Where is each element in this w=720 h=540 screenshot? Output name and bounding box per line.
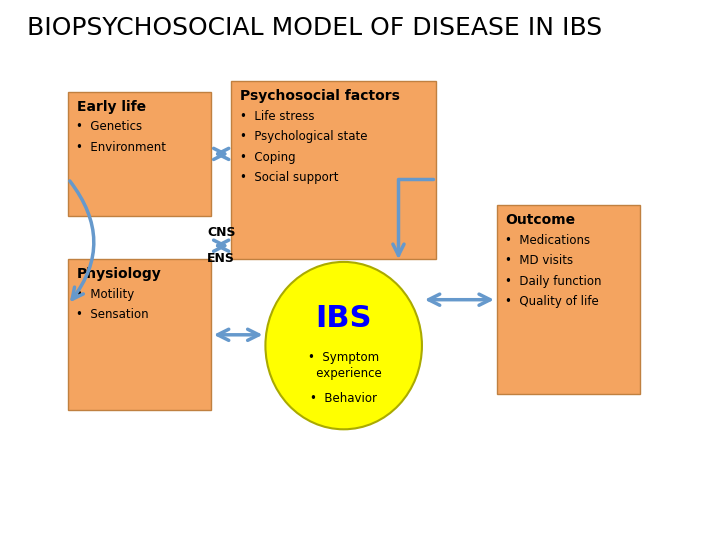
- Text: •  Life stress: • Life stress: [240, 110, 314, 123]
- Text: •  Sensation: • Sensation: [76, 308, 149, 321]
- Text: •  Symptom
   experience: • Symptom experience: [305, 351, 382, 380]
- Text: ENS: ENS: [207, 252, 235, 265]
- Text: Physiology: Physiology: [77, 267, 162, 281]
- Text: •  Daily function: • Daily function: [505, 275, 601, 288]
- FancyBboxPatch shape: [68, 92, 211, 216]
- Text: CNS: CNS: [207, 226, 235, 239]
- Text: •  MD visits: • MD visits: [505, 254, 573, 267]
- FancyBboxPatch shape: [497, 205, 640, 394]
- Text: Psychosocial factors: Psychosocial factors: [240, 89, 400, 103]
- Text: •  Medications: • Medications: [505, 234, 590, 247]
- Text: •  Social support: • Social support: [240, 171, 338, 184]
- Text: Early life: Early life: [77, 100, 146, 114]
- FancyBboxPatch shape: [68, 259, 211, 410]
- Text: BIOPSYCHOSOCIAL MODEL OF DISEASE IN IBS: BIOPSYCHOSOCIAL MODEL OF DISEASE IN IBS: [27, 16, 603, 40]
- Text: •  Coping: • Coping: [240, 151, 295, 164]
- Text: •  Genetics: • Genetics: [76, 120, 143, 133]
- Text: Outcome: Outcome: [505, 213, 576, 227]
- Text: IBS: IBS: [315, 304, 372, 333]
- Ellipse shape: [266, 262, 422, 429]
- FancyBboxPatch shape: [231, 81, 436, 259]
- Text: •  Behavior: • Behavior: [310, 392, 377, 404]
- Text: •  Environment: • Environment: [76, 141, 166, 154]
- Text: •  Psychological state: • Psychological state: [240, 130, 367, 143]
- Text: •  Quality of life: • Quality of life: [505, 295, 599, 308]
- Text: •  Motility: • Motility: [76, 288, 135, 301]
